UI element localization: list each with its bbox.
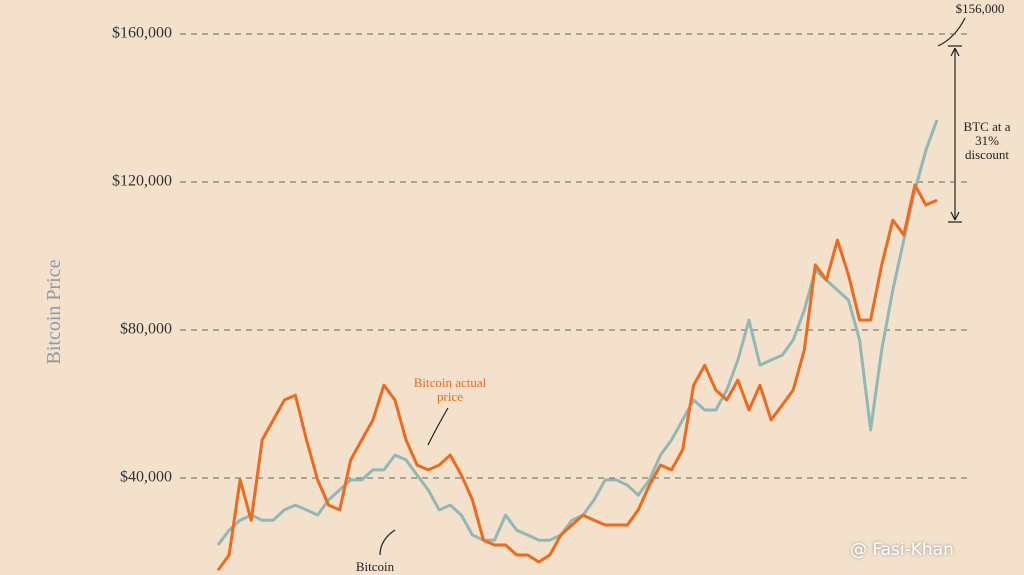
annotation: BTC at a 31% discount xyxy=(963,119,1011,162)
series-line xyxy=(216,183,938,572)
discount-bracket xyxy=(948,45,962,223)
y-tick-label: $80,000 xyxy=(120,321,172,338)
actual-arrow xyxy=(427,407,449,446)
bracket-arrows xyxy=(950,47,960,221)
model-arrow xyxy=(379,529,396,556)
annotation: $156,000 xyxy=(955,1,1005,16)
series-line xyxy=(216,119,939,546)
y-axis-title: Bitcoin Price xyxy=(43,259,65,364)
y-tick-label: $160,000 xyxy=(112,25,172,42)
series-label: Bitcoin actual price xyxy=(413,375,487,404)
y-tick-label: $40,000 xyxy=(120,469,172,486)
peak-arrow xyxy=(937,17,966,47)
watermark: @ Fasi-Khan xyxy=(850,540,954,560)
series-label: Bitcoin xyxy=(355,559,395,574)
annotation-arrows xyxy=(379,17,966,556)
y-tick-label: $120,000 xyxy=(112,173,172,190)
